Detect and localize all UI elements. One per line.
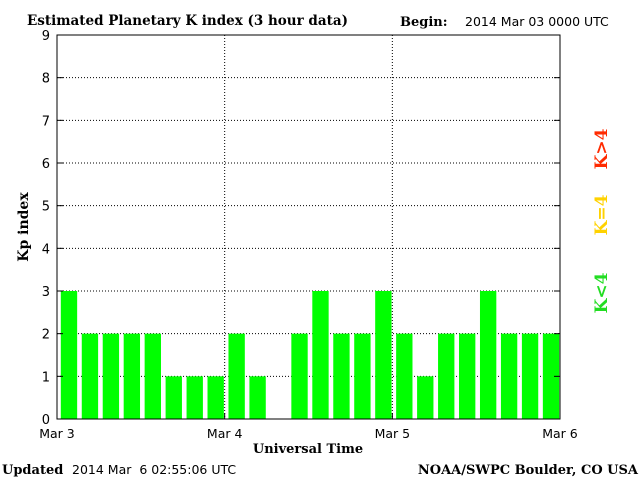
plot-frame	[56, 34, 561, 420]
x-axis-ticks: Mar 3 Mar 4 Mar 5 Mar 6	[39, 413, 578, 441]
kp-bar	[207, 376, 224, 419]
bars	[60, 291, 560, 419]
y-tick-label: 9	[42, 29, 50, 44]
updated-label: Updated	[2, 463, 63, 478]
chart-title: Estimated Planetary K index (3 hour data…	[27, 13, 348, 29]
x-tick-label: Mar 4	[207, 426, 243, 441]
kp-bar	[60, 291, 78, 419]
y-tick-label: 8	[42, 72, 50, 87]
begin-label: Begin:	[400, 15, 448, 30]
kp-bar	[396, 333, 413, 419]
y-tick-label: 0	[42, 413, 50, 428]
updated-value: 2014 Mar 6 02:55:06 UTC	[72, 462, 236, 477]
y-tick-label: 4	[42, 242, 50, 257]
kp-bar	[144, 333, 161, 419]
y-axis-label: Kp index	[16, 192, 32, 262]
x-axis-label: Universal Time	[253, 442, 363, 457]
kp-bar	[354, 333, 371, 419]
kp-bar	[521, 333, 539, 419]
kp-bar	[186, 376, 203, 419]
kp-bar	[165, 376, 182, 419]
y-tick-label: 5	[42, 200, 50, 215]
kp-bar	[291, 333, 308, 419]
kp-bar	[542, 333, 560, 419]
x-tick-label: Mar 5	[375, 426, 411, 441]
y-axis-ticks: 0 1 2 3 4 5 6 7 8 9	[42, 29, 560, 428]
kp-bar	[312, 291, 329, 419]
kp-bar	[333, 333, 350, 419]
kp-bar	[81, 333, 99, 419]
y-tick-label: 2	[42, 328, 50, 343]
y-tick-label: 3	[42, 285, 50, 300]
legend-k-less-4: K<4	[592, 272, 612, 313]
legend-k-greater-4: K>4	[592, 128, 612, 169]
kp-bar	[249, 376, 266, 419]
kp-bar	[459, 333, 476, 419]
begin-value: 2014 Mar 03 0000 UTC	[465, 14, 609, 29]
kp-bar	[479, 291, 497, 419]
grid	[57, 35, 560, 419]
legend-k-equal-4: K=4	[592, 194, 612, 235]
y-tick-label: 1	[42, 370, 50, 385]
kp-bar	[123, 333, 141, 419]
x-tick-label: Mar 6	[542, 426, 578, 441]
y-tick-label: 6	[42, 157, 50, 172]
kp-bar	[102, 333, 120, 419]
kp-bar	[417, 376, 434, 419]
credit-text: NOAA/SWPC Boulder, CO USA	[418, 463, 639, 478]
kp-bar	[375, 291, 392, 419]
kp-bar	[438, 333, 455, 419]
kp-bar	[500, 333, 518, 419]
y-tick-label: 7	[42, 114, 50, 129]
x-tick-label: Mar 3	[39, 426, 75, 441]
kp-bar	[228, 333, 245, 419]
